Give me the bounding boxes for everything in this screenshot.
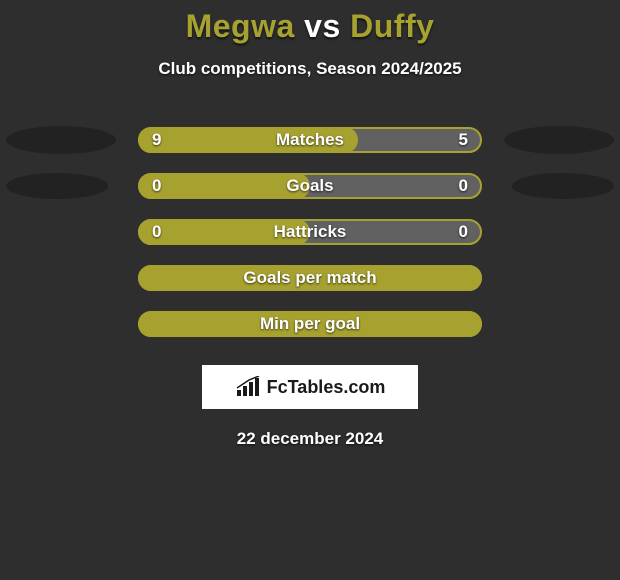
- stat-row: Min per goal: [0, 301, 620, 347]
- stat-label: Matches: [276, 130, 344, 150]
- stat-label: Min per goal: [260, 314, 360, 334]
- stat-bar: Goals per match: [138, 265, 482, 291]
- stat-label: Goals: [286, 176, 333, 196]
- stat-row: Hattricks 0 0: [0, 209, 620, 255]
- stat-bar: Min per goal: [138, 311, 482, 337]
- stat-label: Hattricks: [274, 222, 347, 242]
- stat-value-left: 0: [152, 176, 161, 196]
- brand-text: FcTables.com: [267, 377, 386, 398]
- card-subtitle: Club competitions, Season 2024/2025: [0, 59, 620, 79]
- shadow-ellipse-left: [6, 126, 116, 154]
- stat-value-right: 0: [459, 222, 468, 242]
- stat-value-right: 0: [459, 176, 468, 196]
- stat-bar-fill: [138, 173, 310, 199]
- shadow-ellipse-right: [504, 126, 614, 154]
- player2-name: Duffy: [350, 8, 434, 44]
- stat-bar: Hattricks 0 0: [138, 219, 482, 245]
- shadow-ellipse-left: [6, 173, 108, 199]
- stat-row: Goals 0 0: [0, 163, 620, 209]
- stat-row: Goals per match: [0, 255, 620, 301]
- stat-value-right: 5: [459, 130, 468, 150]
- vs-text: vs: [304, 8, 341, 44]
- stat-row: Matches 9 5: [0, 117, 620, 163]
- stat-label: Goals per match: [243, 268, 376, 288]
- stat-value-left: 9: [152, 130, 161, 150]
- card-date: 22 december 2024: [0, 429, 620, 449]
- player1-name: Megwa: [186, 8, 295, 44]
- shadow-ellipse-right: [512, 173, 614, 199]
- brand-box[interactable]: FcTables.com: [202, 365, 418, 409]
- card-title: Megwa vs Duffy: [0, 8, 620, 45]
- brand-chart-icon: [235, 376, 261, 398]
- stat-rows: Matches 9 5 Goals 0 0 Hattricks 0 0 Goals per mat…: [0, 117, 620, 347]
- stat-bar: Goals 0 0: [138, 173, 482, 199]
- stat-bar: Matches 9 5: [138, 127, 482, 153]
- comparison-card: Megwa vs Duffy Club competitions, Season…: [0, 0, 620, 449]
- stat-value-left: 0: [152, 222, 161, 242]
